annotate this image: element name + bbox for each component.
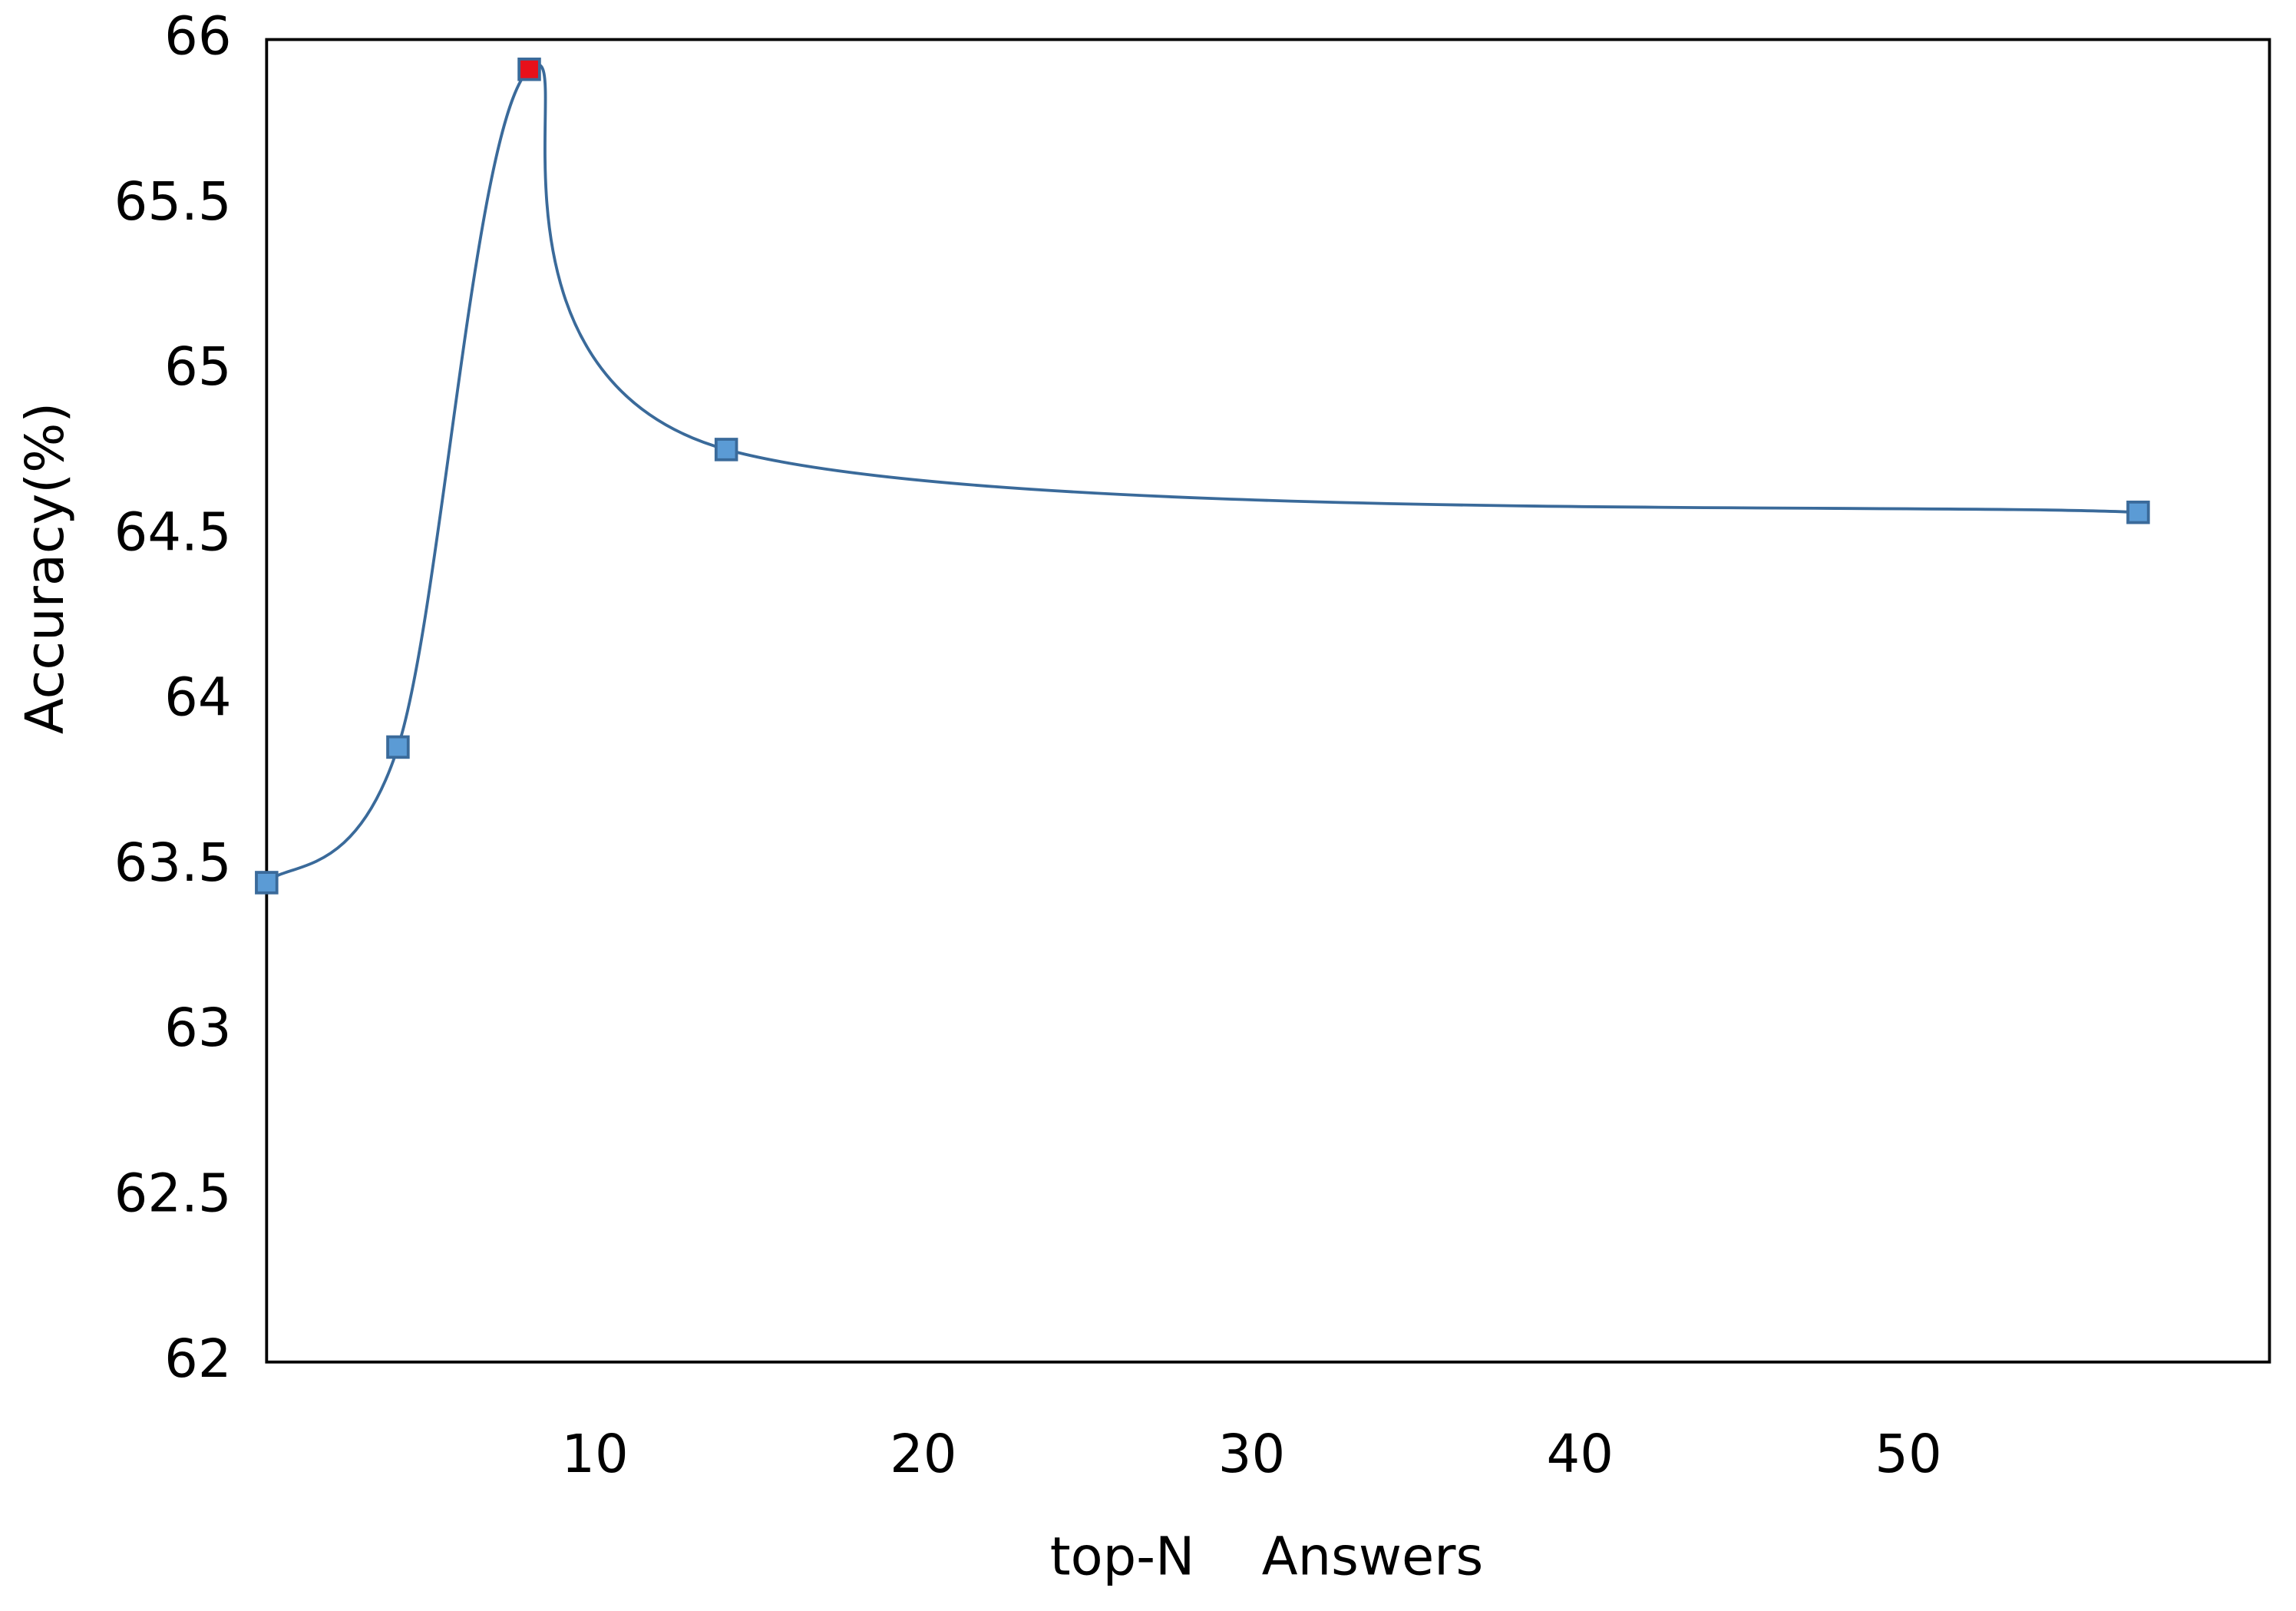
y-tick-label: 65.5 — [114, 171, 232, 233]
line — [265, 63, 2139, 884]
x-tick-label: 20 — [890, 1424, 956, 1485]
marker — [2126, 500, 2150, 524]
y-tick-label: 63 — [164, 997, 231, 1059]
marker — [386, 735, 410, 759]
y-tick-label: 62.5 — [114, 1163, 232, 1225]
y-tick-label: 62 — [164, 1328, 231, 1390]
marker — [255, 871, 279, 895]
y-axis-label: Accuracy(%) — [15, 402, 76, 734]
y-tick-label: 65 — [164, 336, 231, 398]
y-tick-label: 64.5 — [114, 501, 232, 563]
x-tick-label: 30 — [1218, 1424, 1285, 1485]
marker — [517, 57, 541, 81]
x-tick-label: 50 — [1875, 1424, 1941, 1485]
y-tick-label: 64 — [164, 667, 231, 729]
marker — [714, 438, 738, 461]
x-tick-label: 10 — [561, 1424, 628, 1485]
x-tick-label: 40 — [1547, 1424, 1614, 1485]
y-tick-label: 63.5 — [114, 832, 232, 894]
plot-frame — [265, 38, 2271, 1364]
y-tick-label: 66 — [164, 6, 231, 68]
x-axis-label: top-N Answers — [1050, 1526, 1484, 1587]
